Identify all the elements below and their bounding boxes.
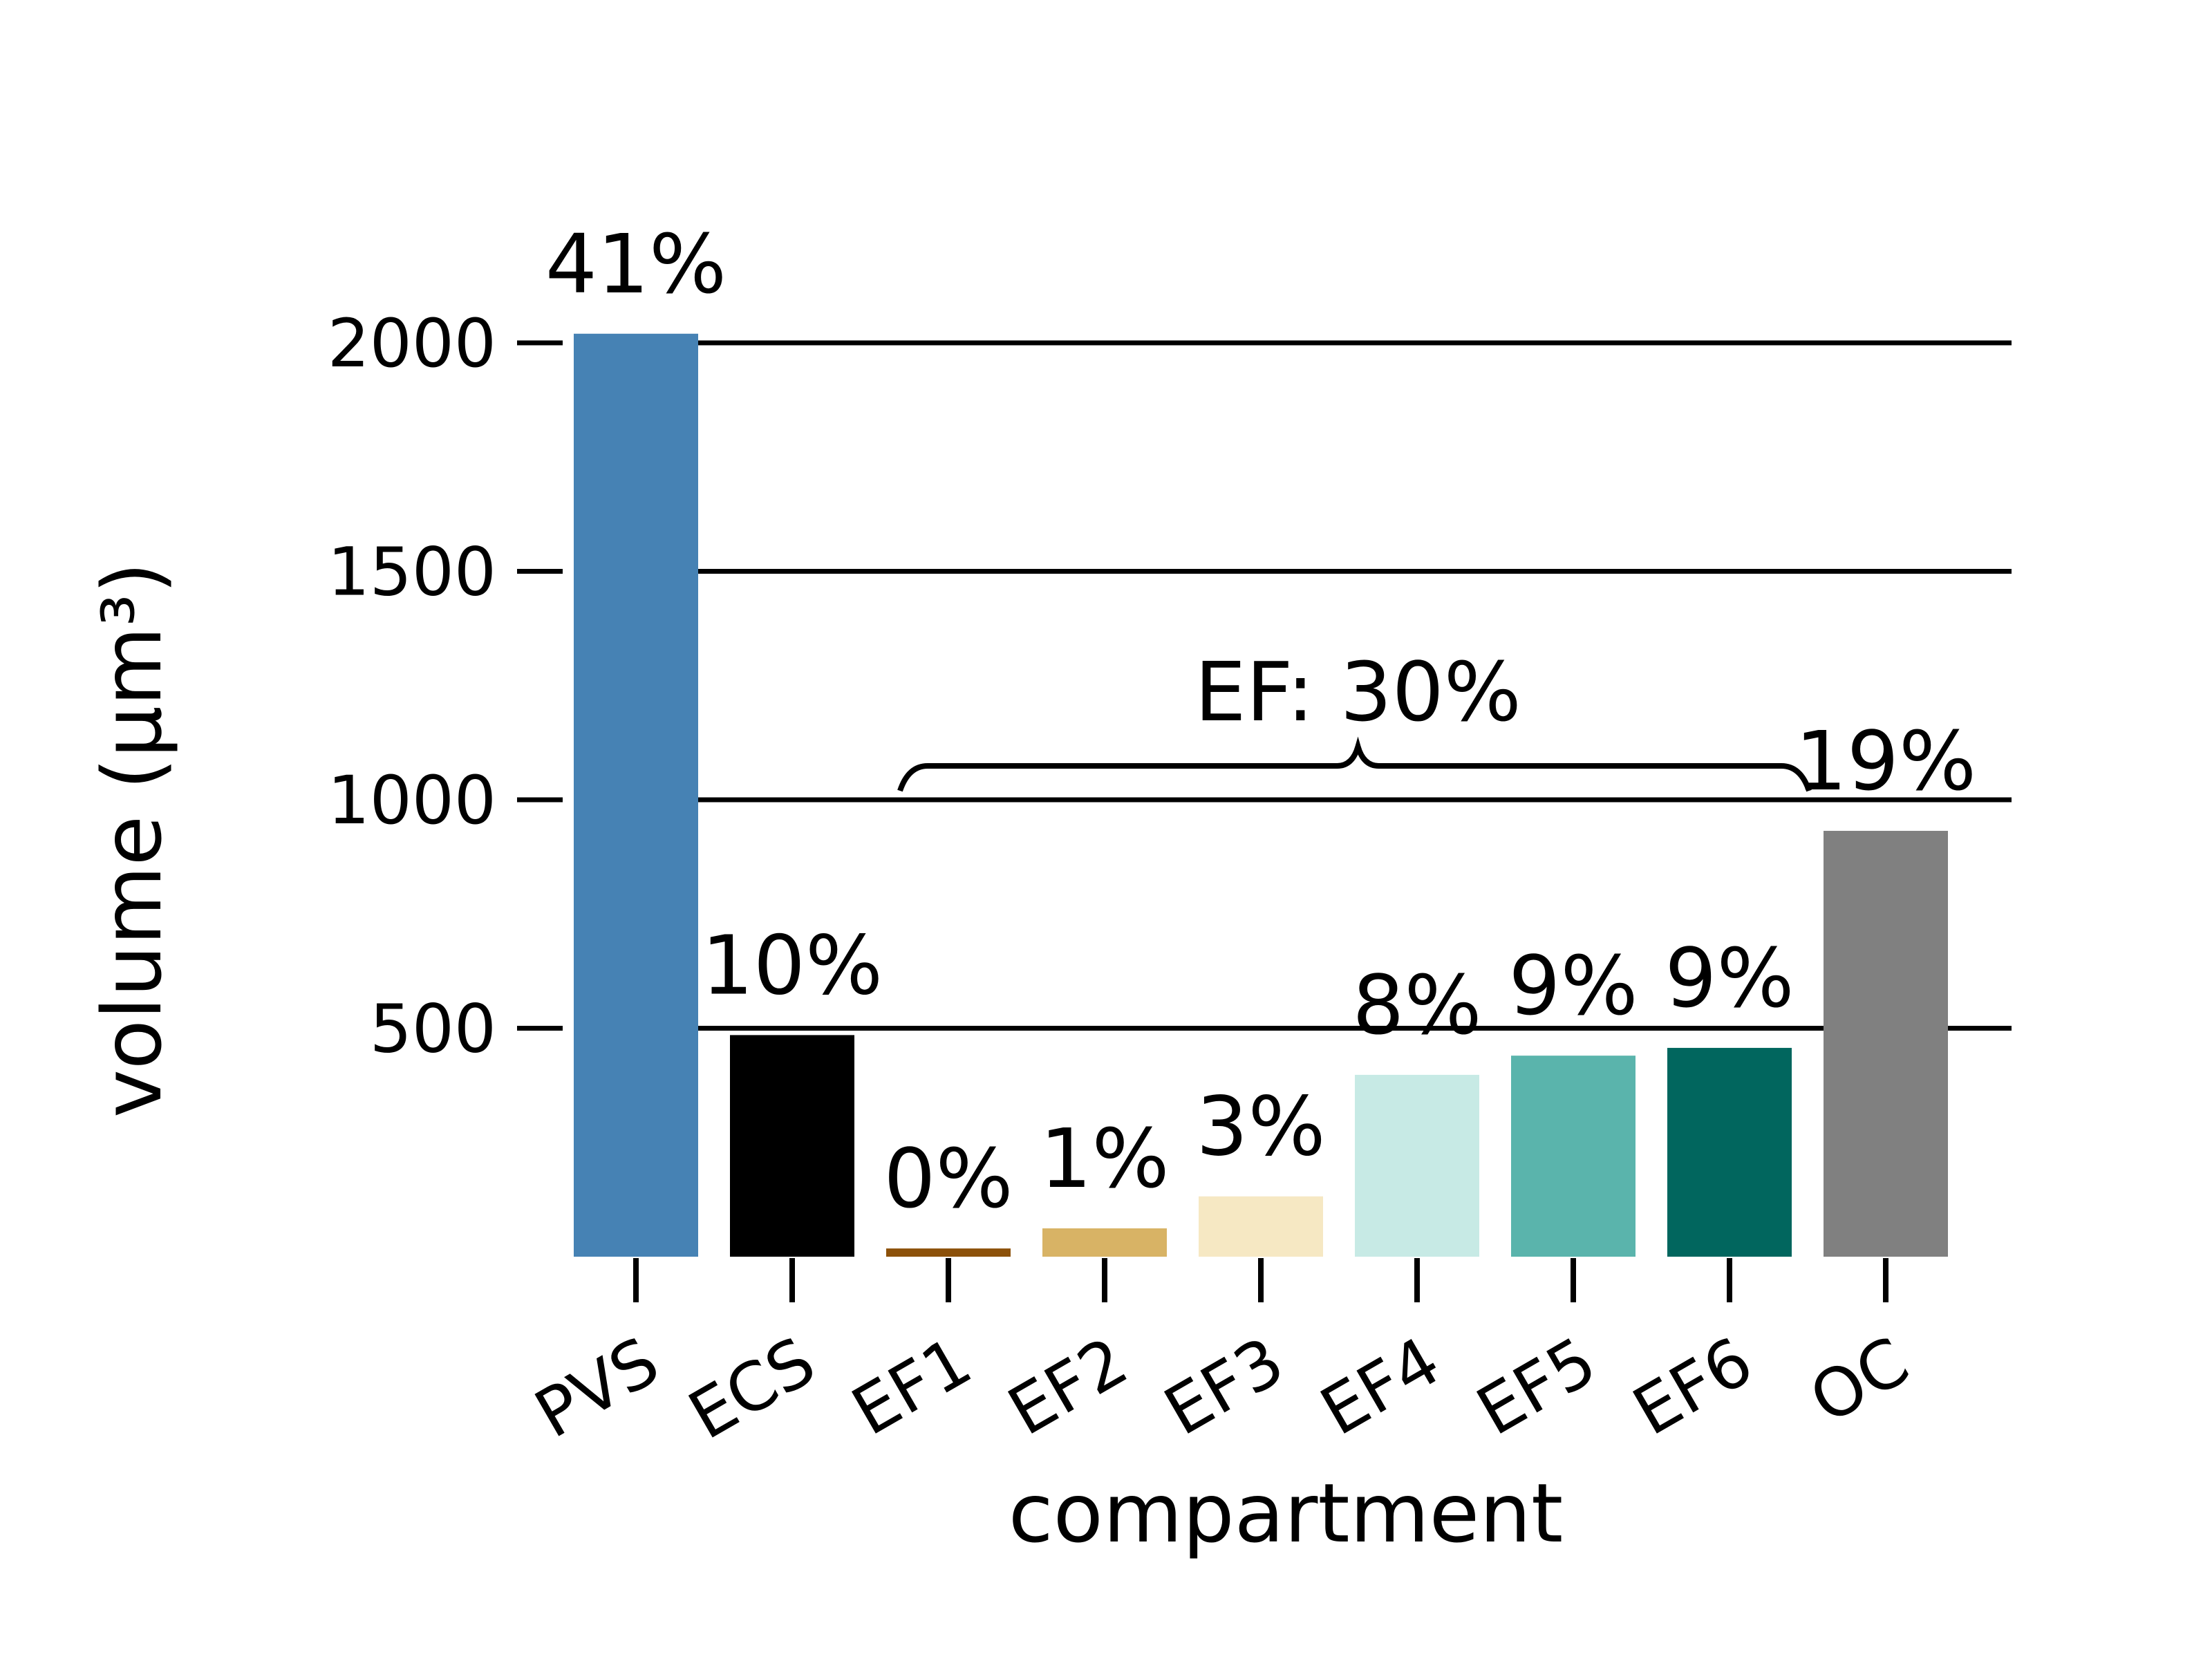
bar-ecs: [730, 1035, 854, 1257]
x-tick-label-ef6: EF6: [1620, 1322, 1765, 1450]
percent-label-ef4: 8%: [1352, 957, 1481, 1053]
bar-ef5: [1511, 1056, 1635, 1257]
percent-label-ef6: 9%: [1665, 930, 1794, 1026]
bar-ef1: [886, 1248, 1011, 1257]
bar-oc: [1824, 830, 1948, 1257]
y-axis-title: volume (µm³): [84, 562, 180, 1118]
y-tick-label-1500: 1500: [328, 534, 496, 611]
percent-label-ecs: 10%: [702, 917, 883, 1013]
bar-ef2: [1042, 1228, 1167, 1257]
percent-label-ef5: 9%: [1508, 938, 1638, 1033]
y-tick-label-2000: 2000: [328, 305, 496, 382]
y-tick-label-1000: 1000: [328, 762, 496, 839]
ef-bracket: EF: 30%: [897, 644, 1812, 792]
y-axis: 500 1000 1500 2000: [328, 305, 563, 1068]
x-axis: PVS ECS EF1 EF2 EF3 EF4 EF5 EF6 OC: [523, 1258, 1922, 1454]
percent-label-ef2: 1%: [1040, 1111, 1169, 1206]
x-tick-label-ecs: ECS: [676, 1322, 827, 1454]
percent-label-oc: 19%: [1795, 713, 1976, 809]
percent-label-ef3: 3%: [1196, 1079, 1325, 1174]
x-tick-label-ef5: EF5: [1464, 1322, 1609, 1450]
bar-ef4: [1355, 1074, 1479, 1257]
bracket-label: EF: 30%: [1194, 644, 1521, 740]
percent-label-ef1: 0%: [883, 1131, 1013, 1226]
percent-label-pvs: 41%: [545, 216, 727, 312]
x-axis-title: compartment: [1009, 1465, 1564, 1561]
curly-brace: [897, 736, 1812, 792]
bar-ef3: [1199, 1196, 1323, 1257]
x-tick-label-ef4: EF4: [1308, 1322, 1452, 1450]
y-tick-label-500: 500: [370, 991, 496, 1068]
bars: [574, 333, 1948, 1257]
bar-pvs: [574, 333, 698, 1257]
percent-labels: 41% 10% 0% 1% 3% 8% 9% 9% 19%: [545, 216, 1976, 1226]
gridlines: [698, 340, 2012, 1031]
x-tick-label-pvs: PVS: [523, 1322, 672, 1453]
x-tick-label-ef3: EF3: [1152, 1322, 1296, 1450]
x-tick-label-oc: OC: [1797, 1322, 1921, 1438]
bar-ef6: [1667, 1047, 1792, 1257]
x-tick-label-ef2: EF2: [995, 1322, 1140, 1450]
x-tick-label-ef1: EF1: [839, 1322, 984, 1450]
